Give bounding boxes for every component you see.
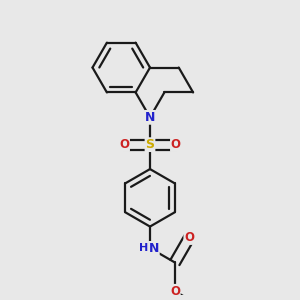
Text: S: S [146,138,154,151]
Text: O: O [184,231,194,244]
Text: O: O [119,138,129,151]
Text: N: N [145,111,155,124]
Text: O: O [170,285,180,298]
Text: H: H [139,243,148,253]
Text: N: N [149,242,159,255]
Text: O: O [171,138,181,151]
